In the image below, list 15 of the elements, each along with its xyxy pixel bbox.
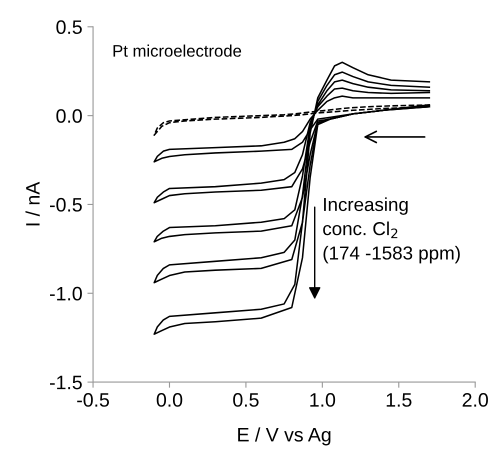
x-tick-label: 1.0 [310,393,336,407]
x-tick-label: 2.0 [462,393,488,407]
y-tick-label: -1.0 [50,286,82,301]
x-tick-label: 1.5 [386,393,412,407]
annotation: Pt microelectrode [114,44,242,57]
x-tick-label: 0.5 [233,393,259,407]
x-axis-title: E / V vs Ag [238,427,330,446]
y-axis-title: I / nA [25,182,40,226]
y-tick-label: -0.5 [50,198,82,212]
y-tick-label: 0.0 [56,109,82,123]
annotation: Increasing conc. Cl$_{2}$ (174 -1583 ppm) [323,197,460,264]
x-tick-label: 0.0 [156,393,182,407]
y-tick-label: 0.5 [56,20,82,34]
x-tick-label: -0.5 [77,393,109,407]
y-tick-label: -1.5 [50,376,82,390]
